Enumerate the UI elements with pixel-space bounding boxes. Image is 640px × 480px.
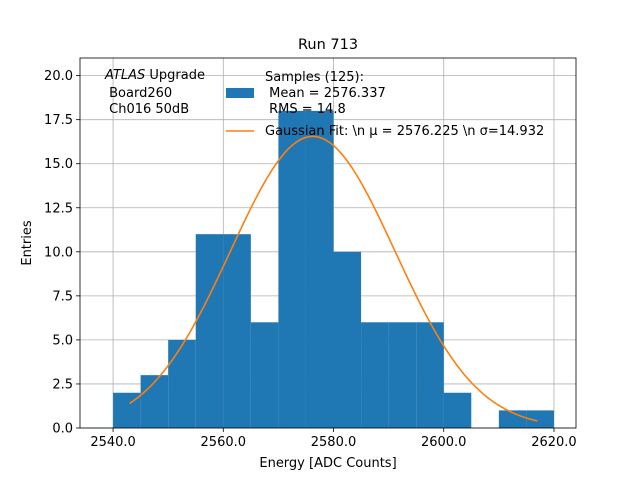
annotation-board: Board260 bbox=[105, 86, 172, 101]
legend-histogram-line-1: Samples (125): bbox=[265, 70, 364, 85]
histogram-bar bbox=[361, 322, 389, 428]
histogram-bar bbox=[278, 110, 306, 428]
y-tick-label: 7.5 bbox=[52, 289, 73, 304]
legend-histogram-line-3: RMS = 14.8 bbox=[265, 102, 346, 117]
legend: Samples (125): Mean = 2576.337 RMS = 14.… bbox=[226, 70, 544, 139]
y-tick-label: 10.0 bbox=[44, 245, 73, 260]
x-tick-label: 2620.0 bbox=[531, 435, 577, 450]
x-tick-label: 2540.0 bbox=[90, 435, 136, 450]
x-axis-label: Energy [ADC Counts] bbox=[259, 456, 396, 471]
y-tick-label: 0.0 bbox=[52, 422, 73, 437]
histogram-bar bbox=[443, 392, 472, 428]
legend-histogram-swatch bbox=[226, 88, 254, 98]
x-axis-ticks: 2540.0 2560.0 2580.0 2600.0 2620.0 bbox=[90, 428, 577, 450]
y-axis-ticks: 0.0 2.5 5.0 7.5 10.0 12.5 15.0 17.5 20.0 bbox=[44, 69, 80, 437]
annotation-upgrade: Upgrade bbox=[145, 68, 205, 83]
y-tick-label: 17.5 bbox=[44, 113, 73, 128]
y-tick-label: 12.5 bbox=[44, 201, 73, 216]
legend-histogram-line-2: Mean = 2576.337 bbox=[265, 86, 386, 101]
annotation-channel: Ch016 50dB bbox=[105, 102, 189, 117]
gaussian-fit-curve bbox=[129, 135, 538, 422]
histogram-bar bbox=[168, 339, 196, 428]
chart-title: Run 713 bbox=[298, 37, 358, 53]
y-axis-label: Entries bbox=[20, 220, 35, 266]
y-tick-label: 5.0 bbox=[52, 333, 73, 348]
gaussian-fit-layer bbox=[129, 135, 538, 422]
y-tick-label: 15.0 bbox=[44, 157, 73, 172]
histogram-bar bbox=[223, 234, 251, 428]
svg-text:ATLAS Upgrade: ATLAS Upgrade bbox=[104, 68, 205, 83]
atlas-annotation: ATLAS Upgrade Board260 Ch016 50dB bbox=[104, 68, 205, 117]
histogram-bar bbox=[388, 322, 417, 428]
plot-frame bbox=[79, 57, 577, 429]
x-tick-label: 2560.0 bbox=[201, 435, 247, 450]
histogram-bar bbox=[250, 322, 279, 428]
histogram-bars bbox=[113, 110, 554, 428]
histogram-bar bbox=[333, 251, 362, 428]
y-tick-label: 2.5 bbox=[52, 377, 73, 392]
annotation-atlas: ATLAS bbox=[104, 68, 145, 83]
x-tick-label: 2580.0 bbox=[311, 435, 357, 450]
histogram-bar bbox=[526, 410, 554, 428]
x-tick-label: 2600.0 bbox=[421, 435, 467, 450]
legend-fit-label: Gaussian Fit: \n μ = 2576.225 \n σ=14.93… bbox=[265, 124, 544, 139]
histogram-bar bbox=[140, 375, 169, 428]
histogram-bar bbox=[195, 234, 224, 428]
histogram-bar bbox=[305, 110, 334, 428]
y-tick-label: 20.0 bbox=[44, 69, 73, 84]
